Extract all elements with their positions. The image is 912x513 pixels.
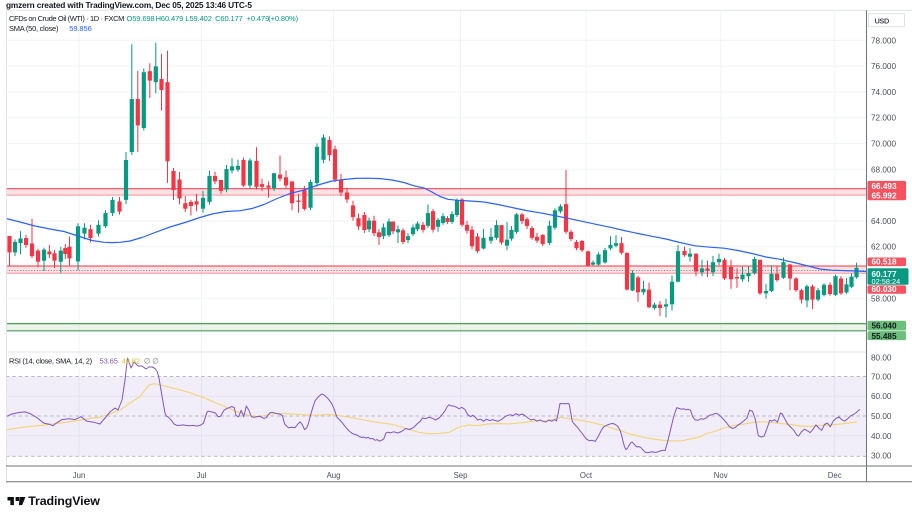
- svg-text:60.177: 60.177: [872, 270, 897, 279]
- svg-text:80.00: 80.00: [871, 354, 892, 363]
- svg-text:78.000: 78.000: [871, 36, 896, 45]
- svg-text:74.000: 74.000: [871, 88, 896, 97]
- svg-text:Oct: Oct: [580, 471, 593, 480]
- svg-text:72.000: 72.000: [871, 114, 896, 123]
- svg-text:Jun: Jun: [73, 471, 86, 480]
- svg-text:58.000: 58.000: [871, 294, 896, 303]
- svg-text:70.00: 70.00: [871, 373, 892, 382]
- svg-text:SMA (50, close)59.856: SMA (50, close) 59.856: [9, 24, 92, 33]
- svg-text:02:58:24: 02:58:24: [872, 277, 901, 286]
- svg-text:30.00: 30.00: [871, 452, 892, 461]
- svg-text:CFDs on Crude Oil (WTI) · 1D ·: CFDs on Crude Oil (WTI) · 1D · FXCM O59.6…: [9, 14, 299, 23]
- svg-text:60.030: 60.030: [872, 285, 897, 294]
- svg-text:62.000: 62.000: [871, 243, 896, 252]
- svg-text:Aug: Aug: [327, 471, 341, 480]
- svg-text:68.000: 68.000: [871, 165, 896, 174]
- svg-text:56.040: 56.040: [872, 322, 897, 331]
- svg-text:64.000: 64.000: [871, 217, 896, 226]
- svg-text:gmzern created with TradingVie: gmzern created with TradingView.com, Dec…: [6, 0, 252, 10]
- svg-text:Dec: Dec: [828, 471, 842, 480]
- svg-text:70.000: 70.000: [871, 140, 896, 149]
- svg-text:66.493: 66.493: [872, 182, 897, 191]
- svg-text:60.00: 60.00: [871, 392, 892, 401]
- svg-text:60.518: 60.518: [872, 257, 897, 266]
- svg-text:65.992: 65.992: [872, 192, 897, 201]
- svg-text:Jul: Jul: [197, 471, 207, 480]
- svg-text:50.00: 50.00: [871, 412, 892, 421]
- svg-text:USD: USD: [875, 17, 890, 26]
- svg-text:40.00: 40.00: [871, 432, 892, 441]
- svg-text:76.000: 76.000: [871, 62, 896, 71]
- svg-text:Nov: Nov: [714, 471, 728, 480]
- svg-text:TradingView: TradingView: [28, 494, 100, 508]
- svg-text:RSI (14, close, SMA, 14, 2)53.: RSI (14, close, SMA, 14, 2) 53.65 46.82 ∅ ∅: [9, 356, 159, 365]
- svg-text:Sep: Sep: [454, 471, 469, 480]
- svg-text:55.485: 55.485: [872, 332, 897, 341]
